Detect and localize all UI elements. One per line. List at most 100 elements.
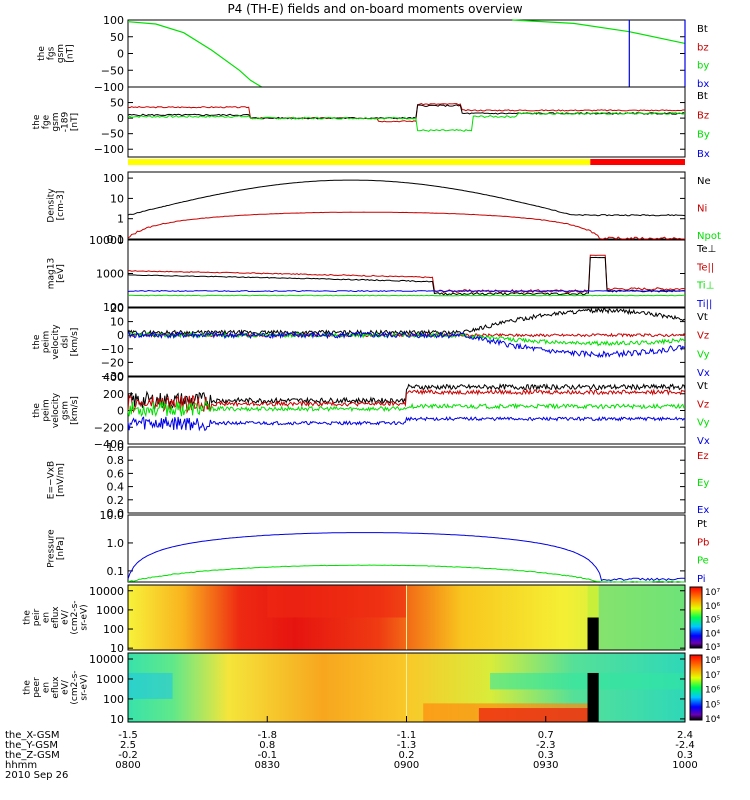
legend-entry: Ni	[697, 204, 707, 215]
y-axis-label: the	[23, 680, 33, 695]
ephemeris-value: 0.7	[538, 730, 554, 741]
y-tick-label: −10	[101, 343, 124, 356]
y-axis-label: sr-eV)	[80, 674, 90, 700]
spectrogram-band	[478, 708, 591, 722]
legend-entry: Ti||	[696, 299, 712, 310]
series-By	[127, 112, 686, 132]
y-axis-label: peer	[32, 677, 42, 698]
colorbar	[689, 586, 703, 649]
y-tick-label: 10	[110, 642, 124, 655]
series-Te-par	[127, 256, 686, 296]
panel-frame	[127, 86, 686, 158]
panel-frame	[127, 171, 686, 240]
y-axis-label: (cm2-s-	[70, 670, 80, 704]
y-tick-label: 0.6	[107, 467, 125, 480]
panel-fgs: 100 50 0 −50 −100 the fgs gsm [nT] Bt bz by bx	[37, 14, 710, 94]
legend-entry: Ex	[697, 505, 709, 516]
y-axis-label: Density	[46, 188, 56, 223]
spectrogram-band	[128, 672, 173, 699]
y-tick-label: −100	[94, 143, 124, 156]
y-axis-label: the	[32, 403, 42, 418]
panel-frame	[127, 239, 686, 308]
legend-entry: bz	[697, 42, 709, 53]
y-axis-label: peim	[42, 331, 52, 354]
panel-electron_spec: 10000 1000 100 10 the peer en eflux eV/(cm2-s-sr…	[23, 652, 720, 726]
colorbar-tick-label: 10⁵	[705, 616, 720, 626]
legend-entry: Vz	[697, 331, 709, 342]
series-Vt	[127, 307, 686, 337]
panel-temperature: 10000 1000 100 mag13 [eV] Te⊥ Te|| Ti⊥ Ti||	[46, 234, 716, 314]
y-tick-label: 0.1	[107, 233, 125, 246]
panel-frame	[127, 376, 686, 445]
y-tick-label: 1000	[96, 604, 124, 617]
ephemeris-value: -1.5	[118, 730, 138, 741]
y-tick-label: 0.0	[107, 507, 125, 520]
colorbar-tick-label: 10⁷	[705, 588, 720, 598]
y-tick-label: 50	[110, 97, 124, 110]
ephemeris-value: 0900	[394, 760, 419, 771]
panel-frame	[127, 514, 686, 583]
legend-entry: Bt	[697, 91, 708, 102]
spectrogram-band	[598, 585, 685, 650]
y-tick-label: 1000	[96, 268, 124, 281]
mode-bar-segment	[128, 159, 591, 165]
plot-date: 2010 Sep 26	[5, 770, 68, 781]
ephemeris-label: the_X-GSM	[5, 730, 59, 741]
y-axis-label: gsm	[61, 401, 71, 420]
y-tick-label: 0	[117, 48, 124, 61]
ephemeris-value: -1.3	[397, 740, 417, 751]
mode-bar-segment	[590, 159, 685, 165]
y-tick-label: 10000	[89, 653, 124, 666]
y-tick-label: 400	[103, 371, 124, 384]
series-Ne	[127, 179, 686, 217]
y-tick-label: 1.0	[107, 537, 125, 550]
y-tick-label: 10	[110, 316, 124, 329]
ephemeris-value: -0.2	[118, 750, 138, 761]
colorbar-tick-label: 10⁴	[705, 715, 720, 725]
y-tick-label: 10000	[89, 585, 124, 598]
y-tick-label: −100	[94, 81, 124, 94]
legend-entry: Pb	[697, 537, 709, 548]
y-tick-label: 100	[103, 172, 124, 185]
series-Vt	[127, 383, 686, 411]
panel-frame	[127, 19, 686, 88]
panel-frame	[127, 446, 686, 514]
y-tick-label: 10000	[89, 234, 124, 247]
y-axis-label: velocity	[51, 392, 61, 428]
y-tick-label: 10.0	[100, 509, 125, 522]
ephemeris-value: 0830	[255, 760, 280, 771]
y-tick-label: −400	[94, 438, 124, 451]
legend-entry: Vy	[697, 418, 710, 429]
y-axis-label: the	[23, 610, 33, 625]
ephemeris-value: -1.8	[257, 730, 277, 741]
legend-entry: Ez	[697, 451, 709, 462]
y-tick-label: 200	[103, 388, 124, 401]
colorbar	[689, 654, 703, 721]
series-Vx	[127, 331, 686, 359]
ephemeris-label: the_Y-GSM	[5, 740, 58, 751]
y-tick-label: 1	[117, 213, 124, 226]
colorbar-tick-label: 10³	[705, 643, 720, 653]
legend-entry: Ey	[697, 478, 709, 489]
ephemeris-label: hhmm	[5, 760, 37, 771]
legend-entry: by	[697, 61, 709, 72]
y-axis-label: [km/s]	[70, 328, 80, 357]
legend-entry: Pe	[697, 556, 709, 567]
y-tick-label: 0	[117, 405, 124, 418]
ephemeris-value: 0.3	[677, 750, 693, 761]
ephemeris-value: 0800	[115, 760, 140, 771]
y-axis-label: -189	[61, 112, 71, 133]
y-tick-label: 100	[103, 693, 124, 706]
y-tick-label: 1000	[96, 673, 124, 686]
legend-entry: bx	[697, 79, 709, 90]
spectrogram-gap	[587, 672, 599, 722]
y-axis-label: [nT]	[70, 113, 80, 131]
ephemeris-value: -2.3	[536, 740, 556, 751]
y-tick-label: 0.8	[107, 454, 125, 467]
ephemeris-value: 2.4	[677, 730, 693, 741]
panel-frame	[127, 307, 686, 377]
legend-entry: Vt	[697, 312, 708, 323]
y-axis-label: dsl	[61, 336, 71, 349]
y-axis-label: gsm	[56, 44, 66, 63]
